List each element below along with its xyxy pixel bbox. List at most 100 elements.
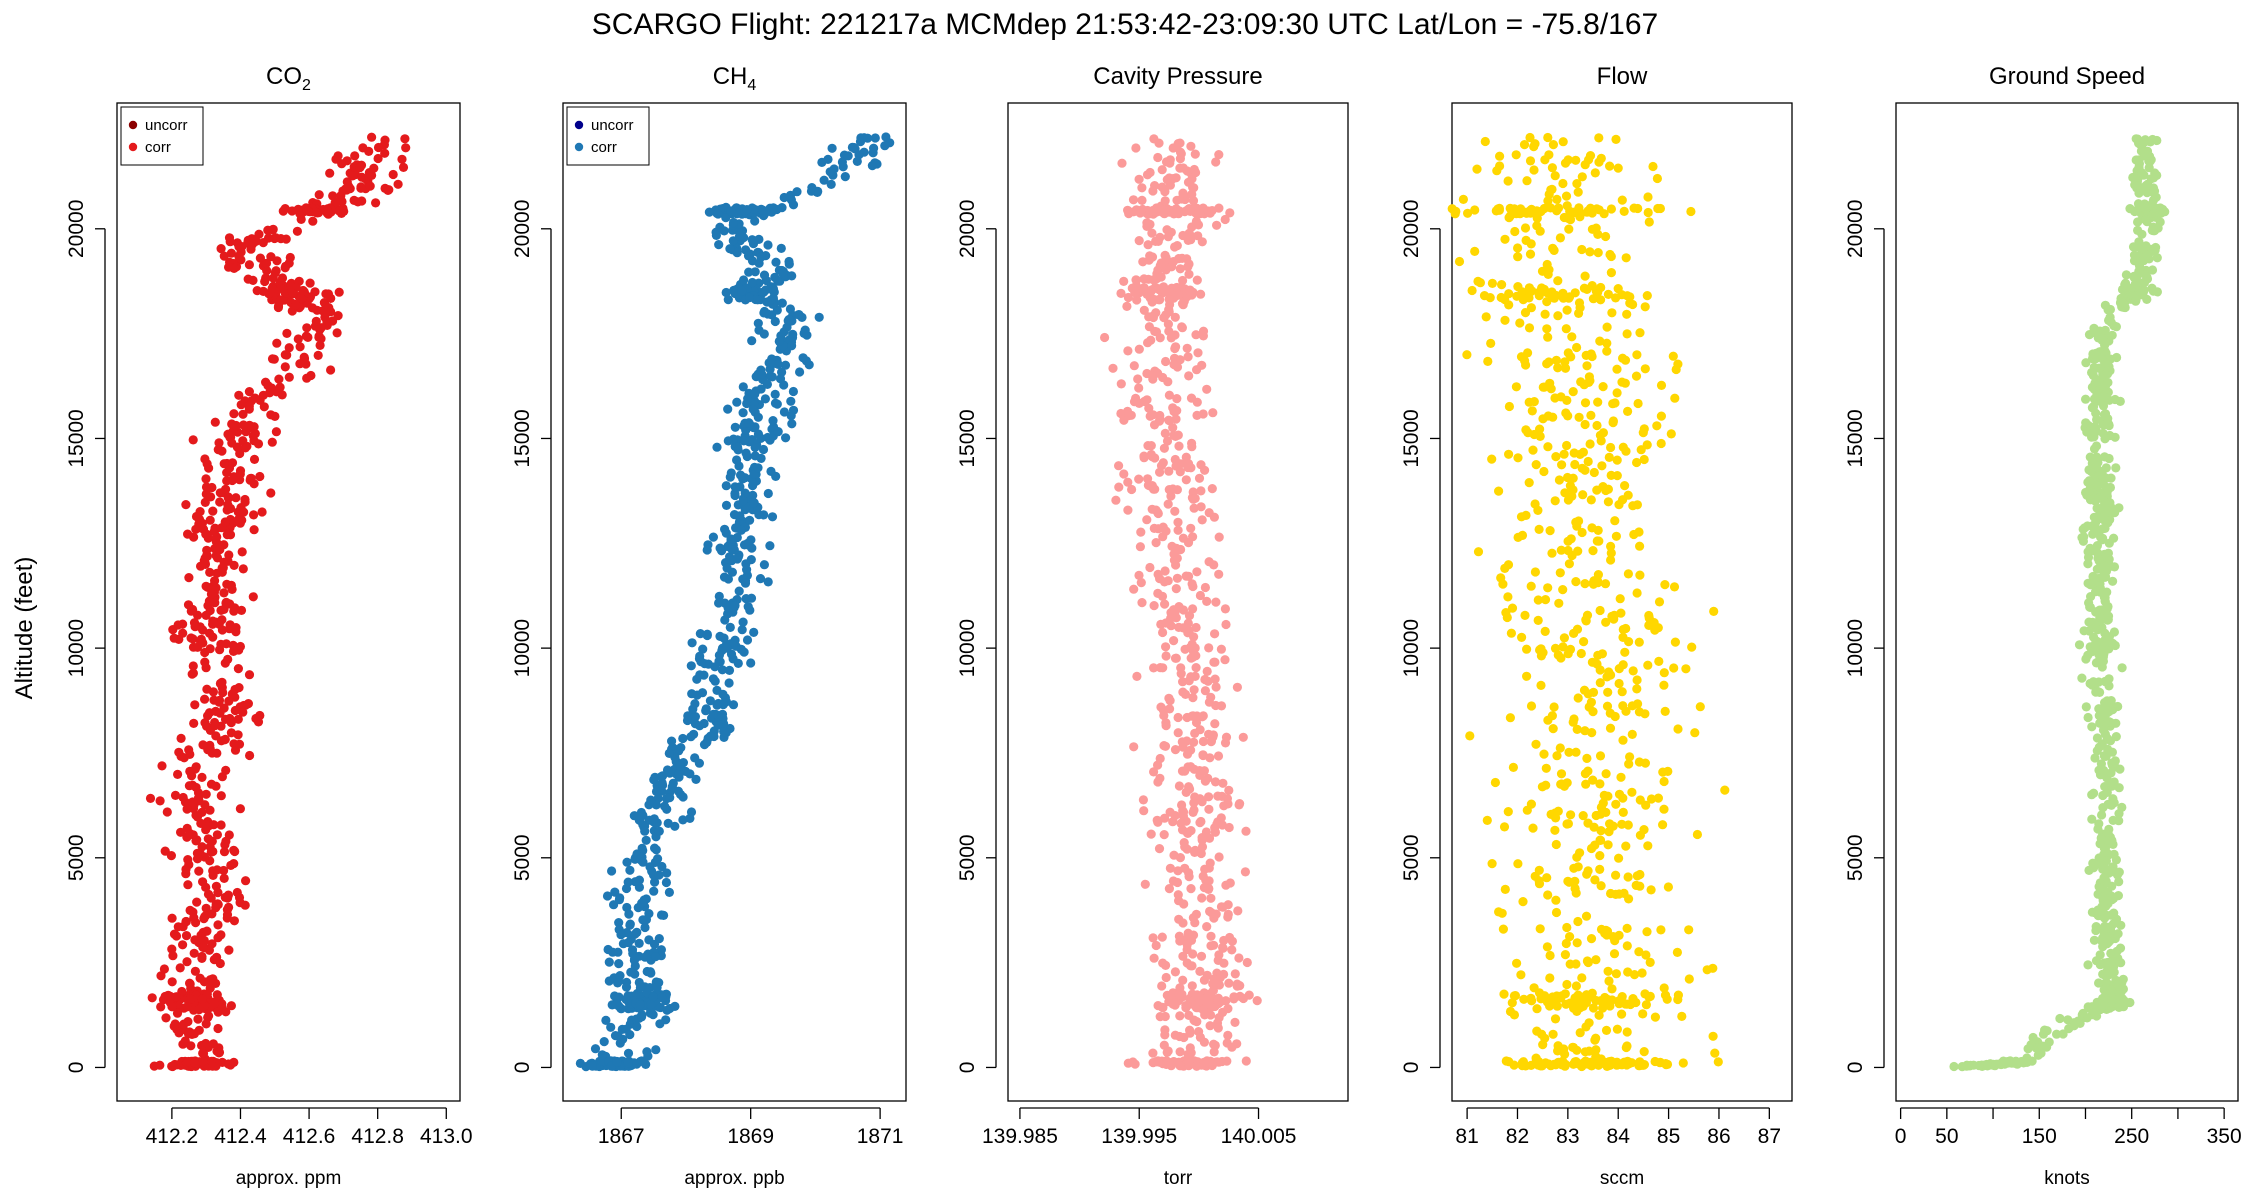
data-point [1225,208,1235,218]
data-point [219,873,229,884]
data-point [634,875,645,885]
data-point [204,1011,214,1021]
data-point [242,441,252,451]
data-point [2089,394,2099,404]
data-point [1606,204,1616,214]
data-point [867,161,878,171]
data-point [1200,776,1210,786]
y-tick-label: 20000 [1400,200,1423,258]
data-point [349,195,359,205]
data-point [1522,176,1532,186]
data-point [1230,1017,1240,1027]
data-point [2097,605,2108,615]
data-point [701,706,711,716]
data-point [1547,184,1557,194]
data-point [1497,280,1507,290]
data-point [1561,938,1571,949]
data-point [1169,850,1179,860]
data-point [640,952,650,962]
data-point [219,847,230,857]
data-point [187,669,197,679]
data-point [215,488,225,498]
data-point [1153,777,1163,787]
data-point [1129,742,1139,752]
data-point [1618,495,1628,505]
data-point [698,644,708,654]
data-point [185,978,195,988]
data-point [1645,991,1655,1002]
data-point [175,963,185,973]
data-point [1572,724,1582,735]
data-point [278,206,288,216]
data-point [268,273,278,283]
data-point [1541,763,1551,773]
data-point [303,332,313,342]
data-point [1183,459,1194,469]
data-point [2088,460,2099,470]
data-point [224,262,234,272]
data-point [192,848,202,858]
data-point [2131,294,2141,305]
data-point [1565,215,1576,225]
data-point [722,643,732,653]
data-point [1178,188,1188,198]
data-point [1684,974,1694,984]
data-point [216,244,226,254]
data-point [1621,253,1631,263]
data-point [1165,704,1175,714]
data-point [170,1019,180,1029]
data-point [1563,536,1573,546]
data-point [1559,449,1569,459]
data-point [1595,851,1605,861]
data-point [1160,599,1170,609]
data-point [1178,163,1188,173]
data-point [1171,613,1181,623]
data-point [1579,685,1590,695]
data-point [2110,762,2120,772]
data-point [2044,1037,2054,1047]
data-point [1596,295,1606,305]
data-point [1530,567,1540,577]
data-point [1525,132,1535,143]
data-point [314,190,324,200]
data-point [1196,848,1206,859]
data-point [649,939,660,949]
data-point [293,204,303,214]
data-point [1190,493,1200,503]
data-point [2075,1018,2085,1028]
data-point [1187,442,1197,452]
data-point [1579,380,1589,390]
data-point [1252,996,1262,1006]
data-point [2055,1013,2065,1024]
data-point [1949,1061,1959,1072]
data-point [2100,325,2110,335]
data-point [1573,187,1583,197]
data-point [2098,656,2108,666]
data-point [712,442,722,452]
data-point [1586,495,1596,505]
data-point [1559,633,1569,643]
data-point [2085,484,2095,494]
data-point [227,438,237,448]
data-point [2150,168,2160,178]
data-point [332,328,342,338]
data-point [1624,759,1634,769]
data-point [1148,186,1158,196]
data-point [1518,295,1528,305]
data-point [1552,194,1562,204]
data-point [1232,682,1242,692]
data-point [255,253,265,263]
y-tick-label: 10000 [65,619,88,677]
data-point [1577,172,1587,182]
data-point [765,541,775,551]
data-point [1639,454,1649,465]
data-point [1713,1057,1723,1067]
data-point [195,973,205,983]
data-point [313,350,323,360]
chart-title: SCARGO Flight: 221217a MCMdep 21:53:42-2… [592,8,1658,41]
data-point [1513,453,1523,463]
data-point [1608,821,1618,831]
data-point [219,251,229,261]
data-point [201,610,211,621]
data-point [255,471,265,482]
